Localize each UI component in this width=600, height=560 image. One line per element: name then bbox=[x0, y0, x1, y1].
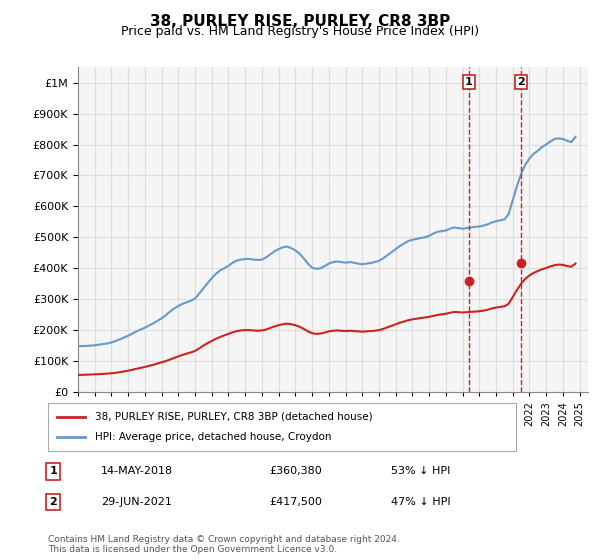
Text: 2: 2 bbox=[517, 77, 525, 87]
Text: 29-JUN-2021: 29-JUN-2021 bbox=[101, 497, 172, 507]
Text: Price paid vs. HM Land Registry's House Price Index (HPI): Price paid vs. HM Land Registry's House … bbox=[121, 25, 479, 38]
Text: HPI: Average price, detached house, Croydon: HPI: Average price, detached house, Croy… bbox=[95, 432, 331, 442]
Text: £417,500: £417,500 bbox=[270, 497, 323, 507]
Text: £360,380: £360,380 bbox=[270, 466, 323, 476]
Text: 38, PURLEY RISE, PURLEY, CR8 3BP: 38, PURLEY RISE, PURLEY, CR8 3BP bbox=[150, 14, 450, 29]
Text: 2: 2 bbox=[49, 497, 57, 507]
FancyBboxPatch shape bbox=[48, 403, 516, 451]
Text: 47% ↓ HPI: 47% ↓ HPI bbox=[391, 497, 451, 507]
Text: 1: 1 bbox=[49, 466, 57, 476]
Text: 14-MAY-2018: 14-MAY-2018 bbox=[101, 466, 173, 476]
Text: 38, PURLEY RISE, PURLEY, CR8 3BP (detached house): 38, PURLEY RISE, PURLEY, CR8 3BP (detach… bbox=[95, 412, 373, 422]
Text: 1: 1 bbox=[465, 77, 473, 87]
Text: 53% ↓ HPI: 53% ↓ HPI bbox=[391, 466, 451, 476]
Text: Contains HM Land Registry data © Crown copyright and database right 2024.
This d: Contains HM Land Registry data © Crown c… bbox=[48, 535, 400, 554]
